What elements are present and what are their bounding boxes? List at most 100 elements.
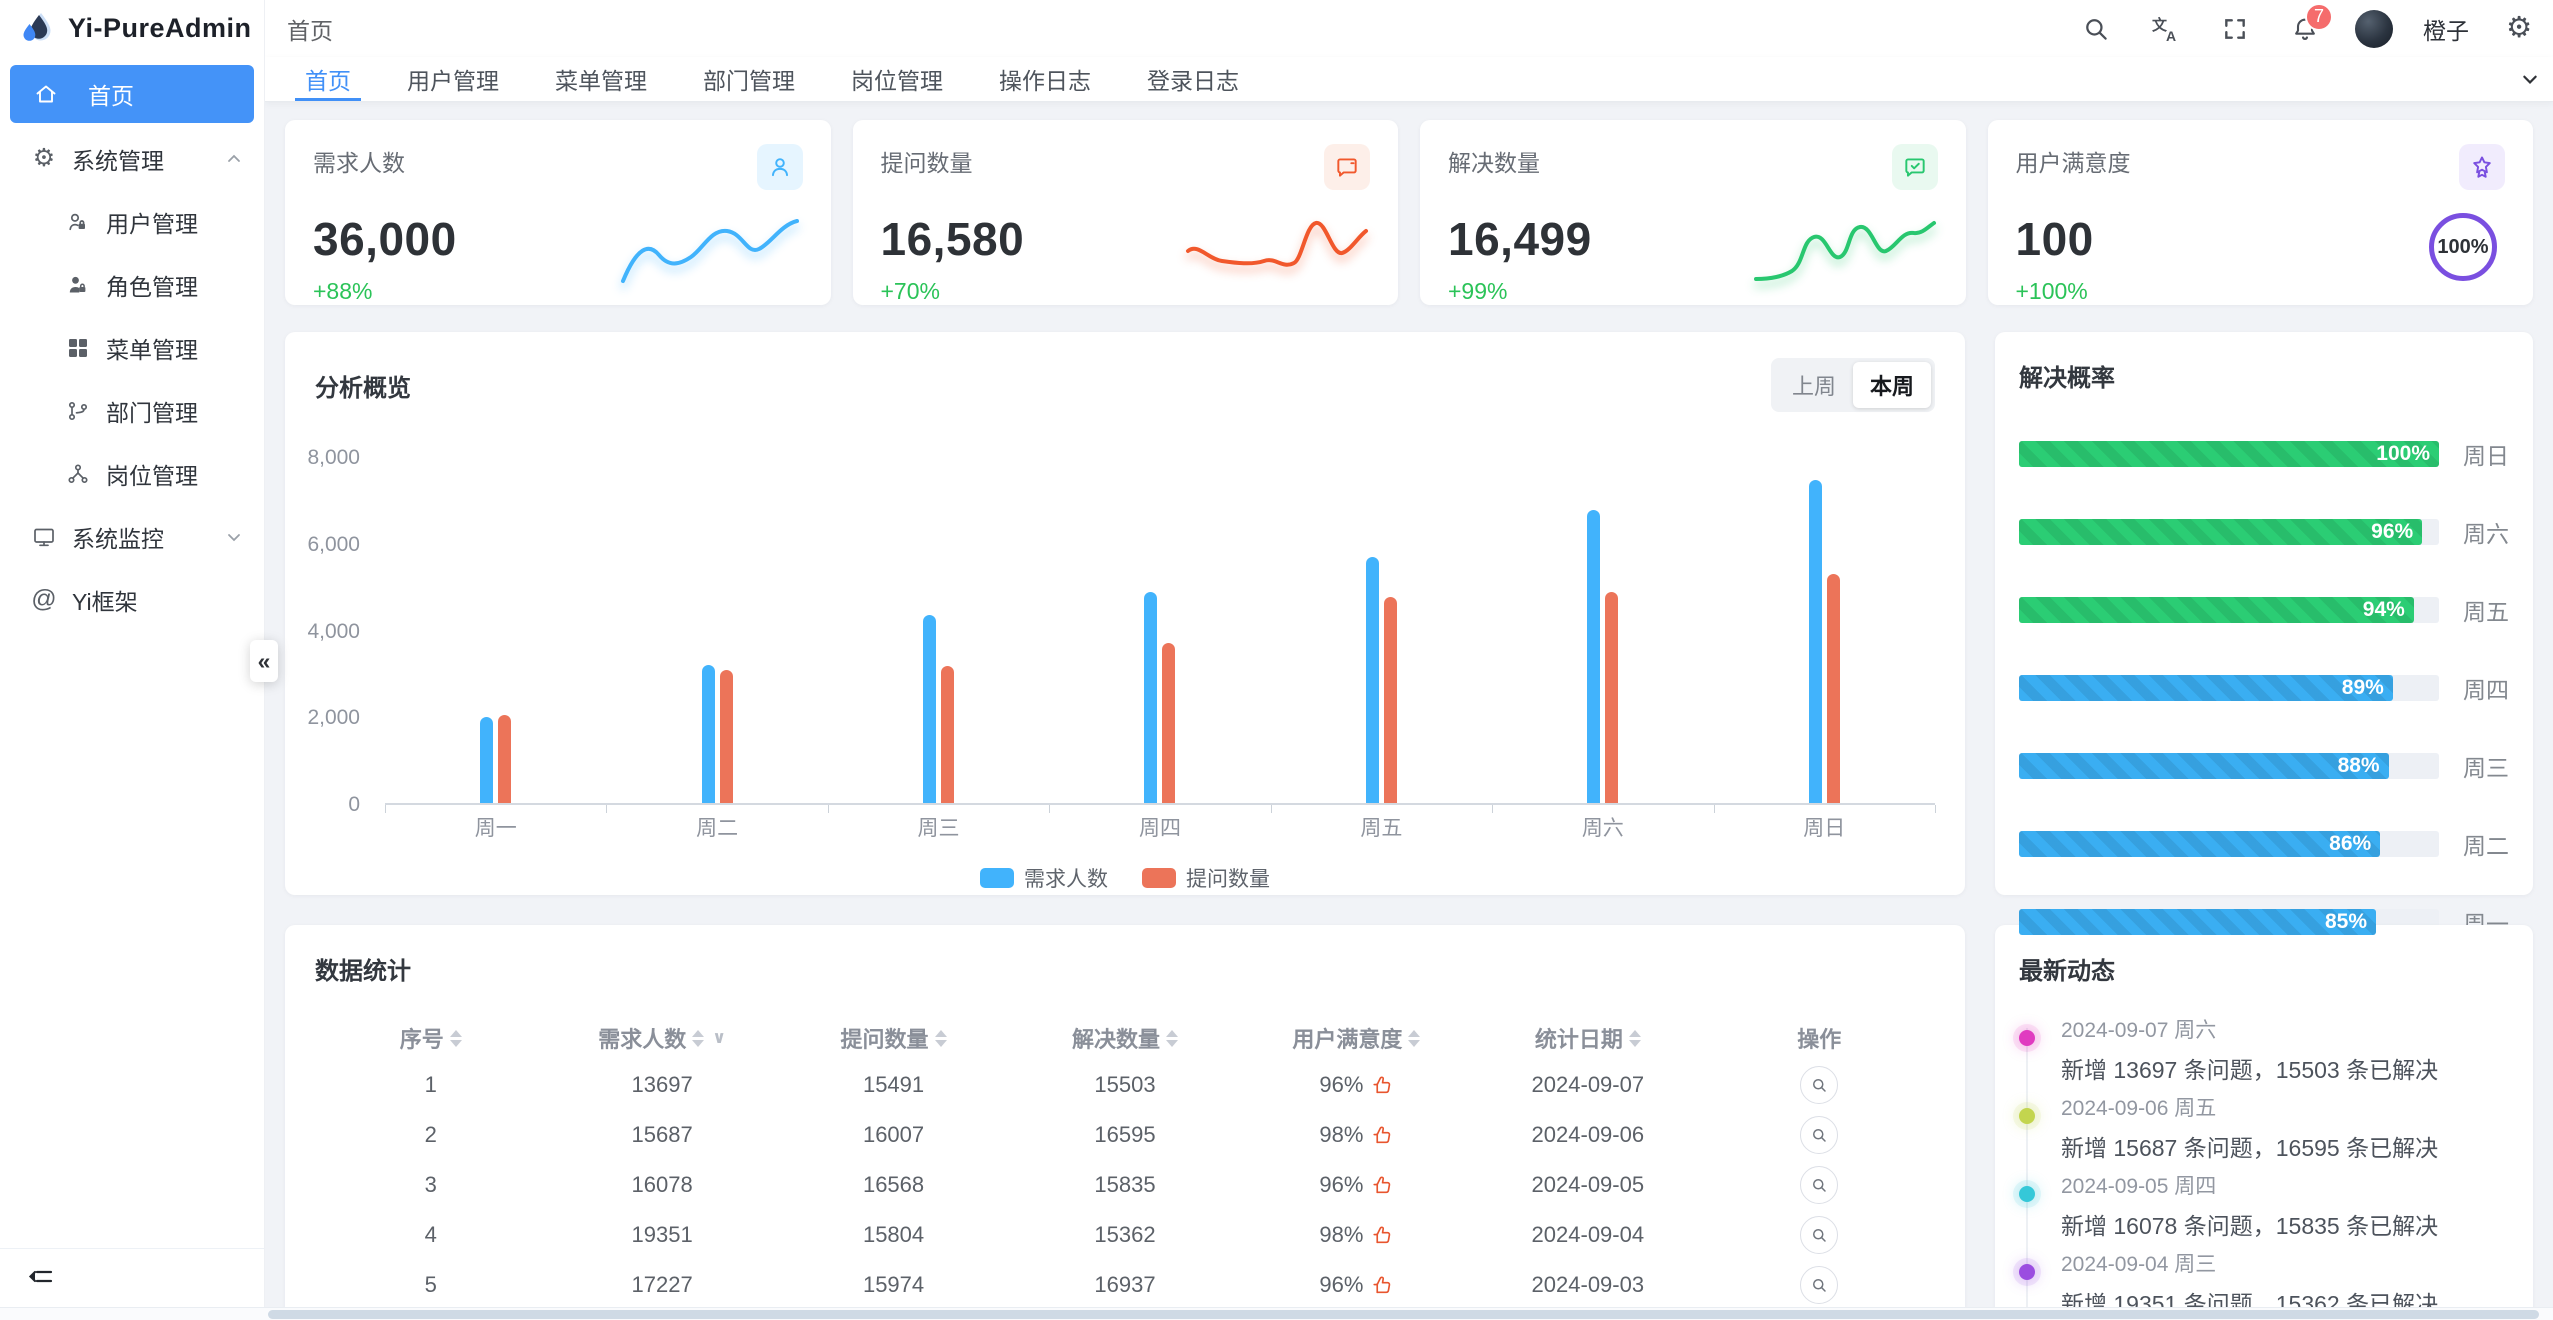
fullscreen-icon[interactable] bbox=[2215, 9, 2255, 49]
sidebar-item-yi-framework[interactable]: @ Yi框架 bbox=[0, 568, 264, 631]
x-axis-label: 周三 bbox=[917, 817, 960, 840]
stat-card-demand: 需求人数 36,000 +88% bbox=[285, 120, 831, 305]
progress-fill: 100% bbox=[2019, 441, 2439, 467]
cell-value: 15687 bbox=[631, 1122, 693, 1147]
menu-fold-icon[interactable] bbox=[28, 1264, 54, 1290]
tab-部门管理[interactable]: 部门管理 bbox=[703, 68, 795, 94]
bar-需求人数-周日 bbox=[1808, 479, 1822, 803]
sidebar-item-role-mgmt[interactable]: 角色管理 bbox=[0, 253, 264, 316]
progress-track: 86% bbox=[2019, 831, 2439, 857]
stat-card-delta: +100% bbox=[2015, 278, 2088, 304]
sort-carets-icon[interactable] bbox=[1165, 1029, 1178, 1047]
timeline-item: 2024-09-05 周四 新增 16078 条问题，15835 条已解决 bbox=[2019, 1170, 2509, 1239]
cell-value: 98% bbox=[1319, 1122, 1364, 1147]
column-label: 序号 bbox=[399, 1027, 444, 1052]
settings-gear-icon[interactable]: ⚙ bbox=[2506, 12, 2532, 44]
legend-item-提问数量[interactable]: 提问数量 bbox=[1142, 863, 1270, 893]
bar-chart[interactable]: 8,000 6,000 4,000 2,000 0 bbox=[307, 446, 1936, 816]
sort-carets-icon[interactable] bbox=[1408, 1029, 1421, 1047]
row-search-button[interactable] bbox=[1800, 1116, 1839, 1154]
tab-登录日志[interactable]: 登录日志 bbox=[1147, 68, 1239, 94]
scrollbar-thumb[interactable] bbox=[268, 1310, 2539, 1319]
range-button-上周[interactable]: 上周 bbox=[1791, 374, 1836, 399]
progress-track: 85% bbox=[2019, 909, 2439, 935]
x-axis-label: 周二 bbox=[696, 817, 739, 840]
legend-item-需求人数[interactable]: 需求人数 bbox=[980, 863, 1108, 893]
caret-up-icon bbox=[449, 1029, 462, 1037]
row-search-button[interactable] bbox=[1800, 1266, 1839, 1304]
tab-岗位管理[interactable]: 岗位管理 bbox=[851, 68, 943, 94]
avatar[interactable] bbox=[2355, 9, 2393, 48]
column-header-序号[interactable]: 序号 bbox=[315, 1016, 546, 1060]
cell-value: 2 bbox=[424, 1122, 437, 1147]
breadcrumb[interactable]: 首页 bbox=[287, 17, 333, 44]
progress-value: 100% bbox=[2376, 442, 2430, 465]
column-header-统计日期[interactable]: 统计日期 bbox=[1472, 1016, 1703, 1060]
app-title: Yi-PureAdmin bbox=[68, 13, 252, 43]
solve-row-周日: 100% 周日 bbox=[2019, 437, 2509, 471]
row-search-button[interactable] bbox=[1800, 1166, 1839, 1204]
sidebar-menu: 首页 ⚙ 系统管理 用户管理 bbox=[0, 57, 264, 631]
sidebar-item-home[interactable]: 首页 bbox=[10, 65, 254, 123]
sidebar: Yi-PureAdmin 首页 ⚙ 系统管理 bbox=[0, 0, 278, 1320]
sidebar-item-post-mgmt[interactable]: 岗位管理 bbox=[0, 442, 264, 505]
sort-carets-icon[interactable] bbox=[449, 1029, 462, 1047]
cell-统计日期: 2024-09-06 bbox=[1472, 1122, 1703, 1148]
grid-icon bbox=[64, 337, 92, 359]
sidebar-item-dept-mgmt[interactable]: 部门管理 bbox=[0, 379, 264, 442]
timeline-date: 2024-09-06 周五 bbox=[2061, 1097, 2217, 1120]
tab-菜单管理[interactable]: 菜单管理 bbox=[555, 68, 647, 94]
translate-icon[interactable]: 文 A bbox=[2145, 9, 2185, 49]
chart-legend: 需求人数 提问数量 bbox=[315, 863, 1935, 893]
sparkline-demand bbox=[620, 219, 799, 283]
column-header-解决数量[interactable]: 解决数量 bbox=[1009, 1016, 1240, 1060]
sort-carets-icon[interactable] bbox=[934, 1029, 947, 1047]
stat-card-delta: +70% bbox=[880, 278, 940, 304]
cell-序号: 4 bbox=[315, 1222, 546, 1248]
sort-carets-icon[interactable] bbox=[692, 1029, 705, 1047]
filter-chevron-icon[interactable]: ∨ bbox=[712, 1028, 727, 1047]
svg-text:文: 文 bbox=[2152, 16, 2168, 34]
sidebar-item-user-mgmt[interactable]: 用户管理 bbox=[0, 190, 264, 253]
latest-news-panel: 最新动态 2024-09-07 周六 新增 13697 条问题，15503 条已解… bbox=[1995, 925, 2533, 1320]
tab-操作日志[interactable]: 操作日志 bbox=[999, 68, 1091, 94]
cell-解决数量: 15835 bbox=[1009, 1172, 1240, 1198]
tab-用户管理[interactable]: 用户管理 bbox=[407, 68, 499, 94]
sort-carets-icon[interactable] bbox=[1628, 1029, 1641, 1047]
cell-value: 98% bbox=[1319, 1222, 1364, 1247]
cell-value: 16078 bbox=[631, 1172, 693, 1197]
cell-value: 96% bbox=[1319, 1272, 1364, 1297]
logo[interactable]: Yi-PureAdmin bbox=[0, 0, 264, 57]
caret-up-icon bbox=[934, 1029, 947, 1037]
table-header: 序号 需求人数 ∨ 提问数量 解决数量 用户满意度 统计日期 操作 bbox=[315, 1016, 1935, 1060]
bar-需求人数-周五 bbox=[1365, 557, 1379, 803]
column-header-操作[interactable]: 操作 bbox=[1704, 1016, 1935, 1060]
column-header-用户满意度[interactable]: 用户满意度 bbox=[1241, 1016, 1472, 1060]
row-search-button[interactable] bbox=[1800, 1066, 1839, 1104]
range-button-本周[interactable]: 本周 bbox=[1852, 362, 1931, 408]
axis-tick bbox=[1270, 805, 1272, 813]
user-name[interactable]: 橙子 bbox=[2423, 17, 2469, 44]
bar-group-周四 bbox=[1049, 458, 1270, 803]
user-icon bbox=[756, 144, 803, 190]
caret-up-icon bbox=[692, 1029, 705, 1037]
bottom-row: 数据统计 序号 需求人数 ∨ 提问数量 解决数量 用户满意度 统计日期 操作 1 13697 15… bbox=[285, 925, 2533, 1320]
sidebar-collapse-badge[interactable]: « bbox=[250, 640, 278, 682]
table-row: 4 19351 15804 15362 98% 2024-09-04 bbox=[315, 1210, 1935, 1260]
sidebar-item-system-mgmt[interactable]: ⚙ 系统管理 bbox=[0, 127, 264, 190]
sidebar-item-label: 系统管理 bbox=[72, 147, 164, 174]
tab-首页[interactable]: 首页 bbox=[295, 57, 361, 101]
cell-value: 13697 bbox=[631, 1072, 693, 1097]
sidebar-item-system-monitor[interactable]: 系统监控 bbox=[0, 505, 264, 568]
row-search-button[interactable] bbox=[1800, 1216, 1839, 1254]
column-label: 需求人数 bbox=[598, 1027, 687, 1052]
search-icon[interactable] bbox=[2075, 9, 2115, 49]
bell-icon[interactable]: 7 bbox=[2285, 2, 2333, 49]
tabs-more-chevron-icon[interactable] bbox=[2521, 57, 2539, 101]
column-header-需求人数[interactable]: 需求人数 ∨ bbox=[546, 1016, 777, 1060]
sidebar-item-menu-mgmt[interactable]: 菜单管理 bbox=[0, 316, 264, 379]
cell-解决数量: 15503 bbox=[1009, 1072, 1240, 1098]
column-header-提问数量[interactable]: 提问数量 bbox=[778, 1016, 1009, 1060]
stat-card-solved: 解决数量 16,499 +99% bbox=[1420, 120, 1966, 305]
stat-card-delta: +88% bbox=[313, 278, 373, 304]
